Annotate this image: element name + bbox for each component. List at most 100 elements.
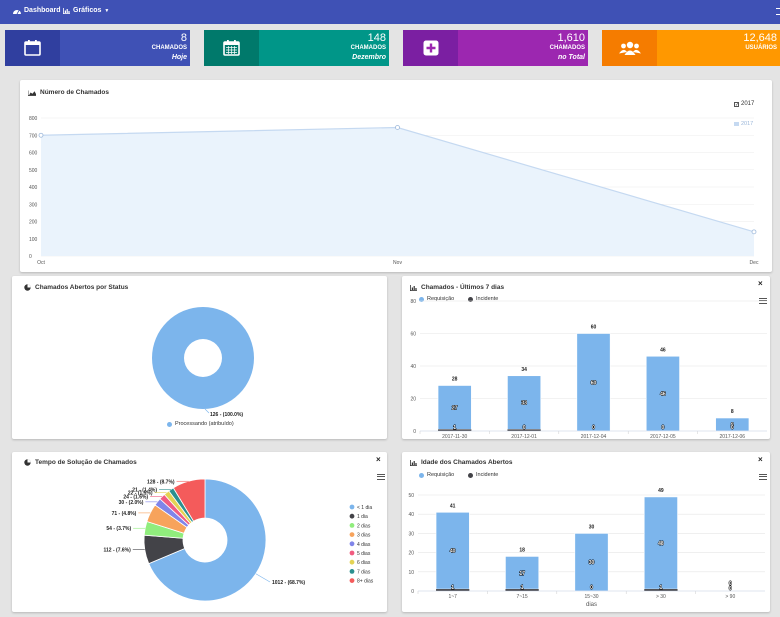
stat-sub: Dezembro (352, 54, 386, 61)
legend-dot (167, 421, 172, 427)
stat-sub: no Total (558, 54, 585, 61)
bar-incidente-label: 1 (521, 585, 524, 591)
bar-requisicao (645, 355, 680, 432)
bar-total-label: 41 (450, 503, 456, 509)
legend-item-label: 2 dias (357, 523, 371, 529)
bar-total-label: 34 (521, 367, 527, 373)
bar-incidente-label: 0 (590, 585, 593, 591)
stat-value: 148 (367, 32, 386, 44)
slice-label: 30 - (2.0%) (119, 500, 144, 506)
status-legend-label: Processando (atribuído) (175, 421, 234, 427)
stat-text: 12,648 USUÁRIOS (657, 30, 780, 66)
legend-incidente[interactable]: Incidente (468, 296, 498, 302)
area-chart-icon (28, 90, 36, 96)
status-legend-item[interactable]: Processando (atribuído) (167, 421, 234, 427)
slice-label: 1012 - (68.7%) (272, 580, 305, 586)
caret-down-icon: ▼ (104, 7, 110, 14)
status-pie-chart: 126 - (100.0%) (152, 307, 254, 418)
legend-item-label: 3 dias (357, 533, 371, 539)
panel-title: Número de Chamados (28, 89, 109, 96)
nav-dashboard-link[interactable]: Dashboard (13, 7, 61, 14)
legend-series-label: 2017 (741, 121, 754, 127)
age-bar-chart: 01020304050414011~7181717~153030015~3049… (408, 488, 765, 600)
y-tick-label: 0 (413, 429, 416, 435)
bar-value-label: 46 (660, 392, 666, 398)
stat-label: CHAMADOS (151, 45, 187, 51)
stat-label: CHAMADOS (549, 45, 585, 51)
slice-label: 22 - (1.5%) (128, 491, 153, 497)
stat-icon-box (204, 30, 259, 66)
menu-toggle-icon[interactable] (776, 8, 780, 15)
pie-chart-icon (24, 459, 31, 466)
y-tick-label: 200 (29, 220, 38, 226)
legend-requisicao[interactable]: Requisição (419, 472, 454, 478)
plus-square-icon (423, 40, 438, 56)
x-tick-label: > 90 (725, 594, 735, 600)
menu-icon[interactable] (759, 474, 767, 480)
x-tick-label: > 30 (656, 594, 666, 600)
close-icon[interactable]: × (376, 455, 381, 464)
slice-label: 21 - (1.4%) (132, 487, 157, 493)
calendar-icon (24, 40, 41, 56)
legend-checkbox-2017[interactable]: ✓ 2017 (734, 101, 754, 107)
legend-dot (349, 504, 355, 510)
bar-total-label: 49 (658, 488, 664, 494)
y-tick-label: 20 (410, 397, 416, 403)
week-bar-chart: 020406080282712017-11-30343302017-12-016… (410, 299, 767, 439)
y-tick-label: 0 (29, 254, 32, 260)
y-tick-label: 0 (411, 589, 414, 595)
x-tick-label: Oct (37, 260, 45, 266)
x-tick-label: 15~30 (584, 594, 598, 600)
legend-requisicao[interactable]: Requisição (419, 296, 454, 302)
legend-item-label: < 1 dia (357, 505, 372, 511)
bar-requisicao (507, 375, 542, 430)
line-chart: 0 100 200 300 400 500 600 700 800 Oct Nov Dec (29, 116, 759, 266)
bar-value-label: 60 (591, 380, 597, 386)
stat-box-users: 12,648 USUÁRIOS (602, 30, 780, 66)
bar-value-label: 8 (731, 423, 734, 429)
bar-incidente-label: 0 (523, 425, 526, 431)
legend-dot (349, 513, 355, 519)
bar-incidente-label: 0 (731, 425, 734, 431)
close-icon[interactable]: × (758, 279, 763, 288)
x-tick-label: 2017-12-01 (511, 434, 537, 439)
series-line (40, 126, 755, 233)
week-chart-title: Chamados - Últimos 7 dias (421, 284, 505, 291)
x-tick-label: 2017-11-30 (442, 434, 467, 439)
legend-dot (419, 296, 424, 302)
slice-connector (204, 408, 210, 414)
top-navbar: Dashboard Gráficos ▼ (0, 0, 780, 24)
menu-icon[interactable] (377, 474, 385, 480)
stat-text: 1,610 CHAMADOS no Total (458, 30, 588, 66)
nav-graficos-dropdown[interactable]: Gráficos ▼ (63, 7, 109, 14)
legend-dot (468, 472, 473, 478)
bar-incidente (505, 589, 539, 591)
x-tick-label: 2017-12-05 (650, 434, 676, 439)
bar-total-label: 30 (589, 524, 595, 530)
legend-item-label: 8+ dias (357, 579, 374, 585)
line-chart-title: Número de Chamados (40, 89, 109, 96)
y-tick-label: 50 (408, 493, 414, 499)
y-tick-label: 80 (410, 299, 416, 305)
stat-text: 148 CHAMADOS Dezembro (259, 30, 389, 66)
bar-total-label: 8 (731, 409, 734, 415)
bar-value-label: 17 (519, 571, 525, 577)
bar-total-label: 0 (729, 582, 732, 588)
y-tick-label: 700 (29, 133, 38, 139)
legend-label: Incidente (476, 472, 499, 478)
legend-dot (349, 523, 355, 528)
y-tick-label: 400 (29, 185, 38, 191)
nav-dashboard-label: Dashboard (24, 7, 61, 14)
y-tick-label: 300 (29, 202, 38, 208)
close-icon[interactable]: × (758, 455, 763, 464)
legend-dot (468, 296, 473, 302)
status-chart-title: Chamados Abertos por Status (35, 284, 129, 291)
bar-incidente-label: 0 (662, 425, 665, 431)
stat-box-total: 1,610 CHAMADOS no Total (403, 30, 588, 66)
legend-series-2017[interactable]: 2017 (734, 121, 753, 127)
y-tick-label: 20 (408, 551, 414, 557)
legend-incidente[interactable]: Incidente (468, 472, 498, 478)
y-tick-label: 500 (29, 168, 38, 174)
y-tick-label: 40 (408, 512, 414, 518)
bar-requisicao (437, 385, 472, 430)
